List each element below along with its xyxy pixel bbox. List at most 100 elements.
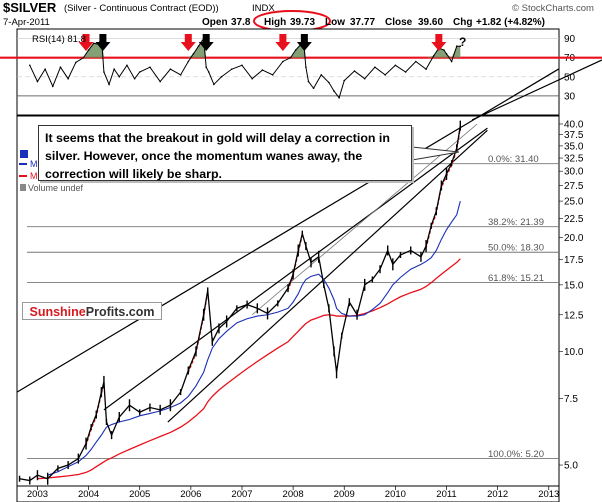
rsi-point [192,53,195,55]
rsi-point [282,60,284,63]
legend: M M Volume undef [19,150,84,193]
rsi-point [36,80,39,83]
rsi-point [87,49,90,51]
rsi-point [338,97,340,99]
rsi-tick-label: 50 [564,72,576,83]
rsi-point [271,74,274,76]
rsi-tick-label: 30 [564,91,576,102]
x-tick-label: 2005 [129,489,150,500]
black-arrow-head [95,42,111,51]
rsi-point [75,61,77,64]
rsi-point [213,83,215,86]
x-tick-label: 2011 [436,489,456,500]
trendline [103,127,488,411]
rsi-point [353,70,356,72]
rsi-point [343,79,346,82]
price-tick-label: 25.0 [564,197,584,208]
rsi-point [333,90,335,92]
rsi-point [320,74,323,76]
x-tick-label: 2004 [78,489,99,500]
fib-label: 100.0%: 5.20 [488,449,544,460]
price-tick-label: 37.5 [564,130,584,141]
rsi-point [220,75,223,78]
low-value: 37.77 [350,17,375,28]
price-tick-label: 17.5 [564,255,584,266]
high-value: 39.73 [290,17,315,28]
rsi-point [205,66,207,69]
price-layer: 40.037.535.0 32.5 30.0 27.5 25.0 22.5 20.0 17.5… [16,59,602,485]
sunshine-profits-logo: SunshineProfits.com [22,302,162,320]
rsi-point [28,64,31,67]
rsi-point [445,53,448,55]
rsi-point [149,66,151,69]
price-tick-label: 30.0 [564,167,584,178]
red-arrow-shaft [184,34,192,42]
red-arrow-shaft [435,34,443,42]
callout-pointer [411,146,460,161]
x-axis-labels: 2003 2004 2005 2006 2007 2008 2009 2010 2011 2012… [27,486,559,500]
rsi-point [328,81,330,84]
rsi-point [159,80,161,83]
rsi-point [312,87,315,90]
rsi-point [289,56,292,59]
red-arrow-head [431,42,447,51]
rsi-point [187,60,190,63]
x-tick-label: 2003 [27,489,48,500]
rsi-point [197,45,200,47]
price-tick-label: 20.0 [564,233,584,244]
rsi-point [126,64,128,67]
rsi-point [425,68,427,70]
time-axis [16,485,560,502]
rsi-point [455,45,458,47]
x-tick-label: 2013 [538,489,559,500]
rsi-point [44,68,46,70]
chart-name: (Silver - Continuous Contract (EOD)) [64,3,219,14]
price-tick-label: 10.0 [564,347,584,358]
legend-swatch-3 [20,184,26,191]
fib-label: 50.0%: 18.30 [488,243,544,254]
fib-label: 38.2%: 21.39 [488,217,544,228]
chart-symbol: $SILVER [3,0,57,15]
red-arrow-shaft [82,34,90,42]
rsi-point [67,77,69,80]
rsi-layer: 90705030? [0,34,602,102]
rsi-point [133,77,136,80]
rsi-point [432,54,435,57]
price-tick-label: 40.0 [564,120,584,131]
rsi-point [261,69,264,71]
legend-swatch-1 [20,150,28,158]
rsi-point [394,64,397,67]
price-tick-label: 27.5 [564,181,584,192]
red-arrow-head [275,42,291,51]
rsi-tick-label: 90 [564,34,576,45]
open-value: 37.8 [231,17,251,28]
rsi-point [113,68,115,70]
rsi-panel [16,28,560,116]
red-arrow-head [180,42,196,51]
rsi-point [241,64,243,67]
x-tick-label: 2007 [231,489,252,500]
rsi-point [374,66,376,69]
black-arrow-shaft [202,34,210,42]
legend-item-3: Volume undef [28,183,84,193]
rsi-point [103,71,105,73]
black-arrow-shaft [99,34,107,42]
ma-blue-line [47,200,461,476]
rsi-label: RSI(14) 81.8 [32,34,86,45]
rsi-point [363,77,366,80]
rsi-point [82,56,85,59]
legend-item-1: M [30,159,38,169]
price-tick-label: 5.0 [564,461,578,472]
rsi-point [138,71,141,73]
price-tick-label: 12.5 [564,310,584,321]
x-tick-label: 2006 [180,489,201,500]
rsi-point [305,66,307,69]
price-tick-label: 35.0 [564,141,584,152]
rsi-point [307,80,310,83]
chg-value: +1.82 (+4.82%) [476,17,545,28]
runup-dashed-line [425,128,461,249]
rsi-point [59,66,62,69]
rsi-point [404,71,407,73]
x-tick-label: 2009 [334,489,355,500]
